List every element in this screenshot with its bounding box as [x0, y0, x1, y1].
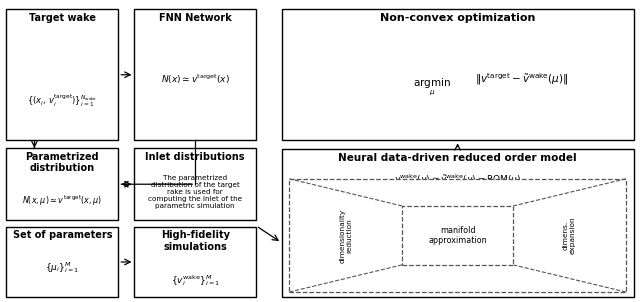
- Text: $\{(x_i,\,v_i^{\mathrm{target}})\}_{i=1}^{N_{\mathrm{wake}}}$: $\{(x_i,\,v_i^{\mathrm{target}})\}_{i=1}…: [28, 93, 97, 109]
- Text: $N(x,\mu) \simeq v^{\mathrm{target}}(x,\mu)$: $N(x,\mu) \simeq v^{\mathrm{target}}(x,\…: [22, 194, 102, 208]
- Text: $N(x) \simeq v^{\mathrm{target}}(x)$: $N(x) \simeq v^{\mathrm{target}}(x)$: [161, 72, 230, 86]
- FancyBboxPatch shape: [6, 148, 118, 220]
- Text: Set of parameters: Set of parameters: [13, 230, 112, 240]
- FancyBboxPatch shape: [402, 206, 513, 265]
- Text: dimens.
expansion: dimens. expansion: [563, 217, 576, 254]
- Text: $\underset{\mu}{\mathrm{argmin}}$: $\underset{\mu}{\mathrm{argmin}}$: [413, 76, 451, 97]
- FancyBboxPatch shape: [6, 226, 118, 297]
- Text: Non-convex optimization: Non-convex optimization: [380, 13, 535, 23]
- Text: Parametrized
distribution: Parametrized distribution: [26, 152, 99, 173]
- Text: dimensionality
reduction: dimensionality reduction: [339, 208, 352, 262]
- FancyBboxPatch shape: [282, 149, 634, 297]
- Text: Target wake: Target wake: [29, 13, 96, 23]
- Text: Inlet distributions: Inlet distributions: [145, 152, 245, 162]
- Text: $\{\mu_i\}_{i=1}^{M}$: $\{\mu_i\}_{i=1}^{M}$: [45, 260, 79, 275]
- Text: The parametrized
distribution of the target
rake is used for
computing the inlet: The parametrized distribution of the tar…: [148, 175, 243, 209]
- Text: Neural data-driven reduced order model: Neural data-driven reduced order model: [339, 153, 577, 163]
- Text: $\{v_i^{\mathrm{wake}}\}_{i=1}^{M}$: $\{v_i^{\mathrm{wake}}\}_{i=1}^{M}$: [171, 273, 220, 288]
- FancyBboxPatch shape: [134, 226, 256, 297]
- Text: manifold
approximation: manifold approximation: [428, 226, 487, 245]
- FancyBboxPatch shape: [282, 9, 634, 140]
- FancyBboxPatch shape: [134, 9, 256, 140]
- FancyBboxPatch shape: [289, 179, 626, 292]
- Text: High-fidelity
simulations: High-fidelity simulations: [161, 230, 230, 252]
- Text: $v^{\mathrm{wake}}(\mu) \simeq \tilde{v}^{\mathrm{wake}}(\mu) = \mathrm{ROM}(\mu: $v^{\mathrm{wake}}(\mu) \simeq \tilde{v}…: [394, 172, 522, 187]
- FancyBboxPatch shape: [6, 9, 118, 140]
- FancyBboxPatch shape: [134, 148, 256, 220]
- Text: FNN Network: FNN Network: [159, 13, 232, 23]
- Text: $\|v^{\mathrm{target}} - \tilde{v}^{\mathrm{wake}}(\mu)\|$: $\|v^{\mathrm{target}} - \tilde{v}^{\mat…: [475, 71, 568, 87]
